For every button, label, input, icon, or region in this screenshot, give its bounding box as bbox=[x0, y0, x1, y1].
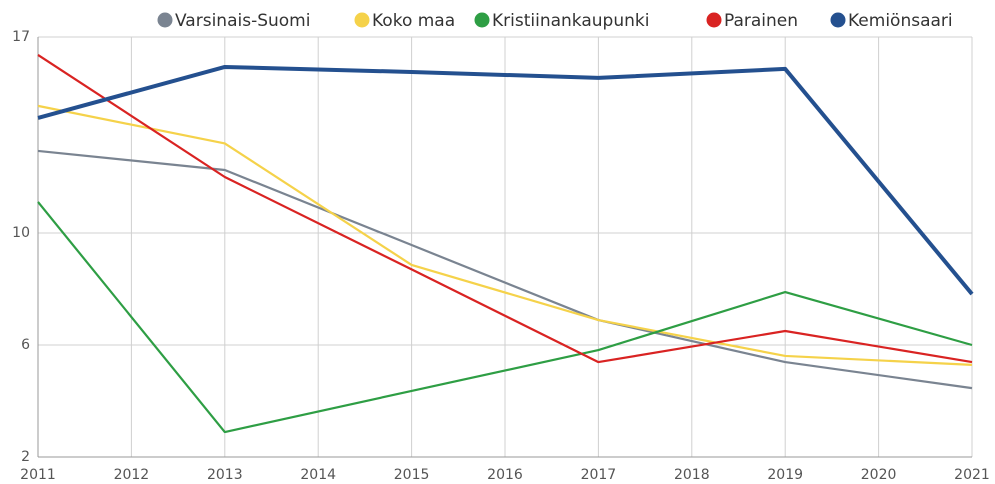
x-tick-label: 2014 bbox=[300, 467, 336, 483]
x-tick-label: 2013 bbox=[207, 467, 243, 483]
line bbox=[37, 53, 973, 364]
y-tick-label: 10 bbox=[12, 225, 30, 241]
y-tick-label: 6 bbox=[21, 337, 30, 353]
legend-label: Kristiinankaupunki bbox=[492, 11, 649, 31]
y-tick-label: 17 bbox=[12, 29, 30, 45]
legend-swatch bbox=[706, 12, 722, 28]
legend-label: Koko maa bbox=[372, 11, 455, 31]
line bbox=[37, 104, 973, 366]
x-tick-label: 2016 bbox=[487, 467, 523, 483]
line bbox=[37, 149, 973, 390]
legend-item: Kristiinankaupunki bbox=[474, 11, 649, 31]
x-tick-label: 2017 bbox=[581, 467, 617, 483]
x-tick-label: 2018 bbox=[674, 467, 710, 483]
legend-item: Koko maa bbox=[354, 11, 455, 31]
y-tick-label: 2 bbox=[21, 449, 30, 465]
legend-item: Varsinais-Suomi bbox=[157, 11, 310, 31]
legend-swatch bbox=[474, 12, 490, 28]
line bbox=[37, 201, 973, 434]
legend: Varsinais-Suomi Koko maa Kristiinankaupunk… bbox=[157, 11, 953, 31]
x-tick-label: 2020 bbox=[861, 467, 897, 483]
line bbox=[37, 64, 974, 296]
legend-item: Kemiönsaari bbox=[830, 11, 953, 31]
x-tick-label: 2021 bbox=[954, 467, 990, 483]
x-tick-label: 2015 bbox=[394, 467, 430, 483]
legend-label: Kemiönsaari bbox=[848, 11, 953, 31]
x-tick-label: 2019 bbox=[767, 467, 803, 483]
legend-label: Varsinais-Suomi bbox=[175, 11, 310, 31]
x-tick-label: 2012 bbox=[114, 467, 150, 483]
legend-item: Parainen bbox=[706, 11, 798, 31]
legend-swatch bbox=[830, 12, 846, 28]
x-tick-label: 2011 bbox=[20, 467, 56, 483]
legend-label: Parainen bbox=[724, 11, 798, 31]
legend-swatch bbox=[354, 12, 370, 28]
legend-swatch bbox=[157, 12, 173, 28]
